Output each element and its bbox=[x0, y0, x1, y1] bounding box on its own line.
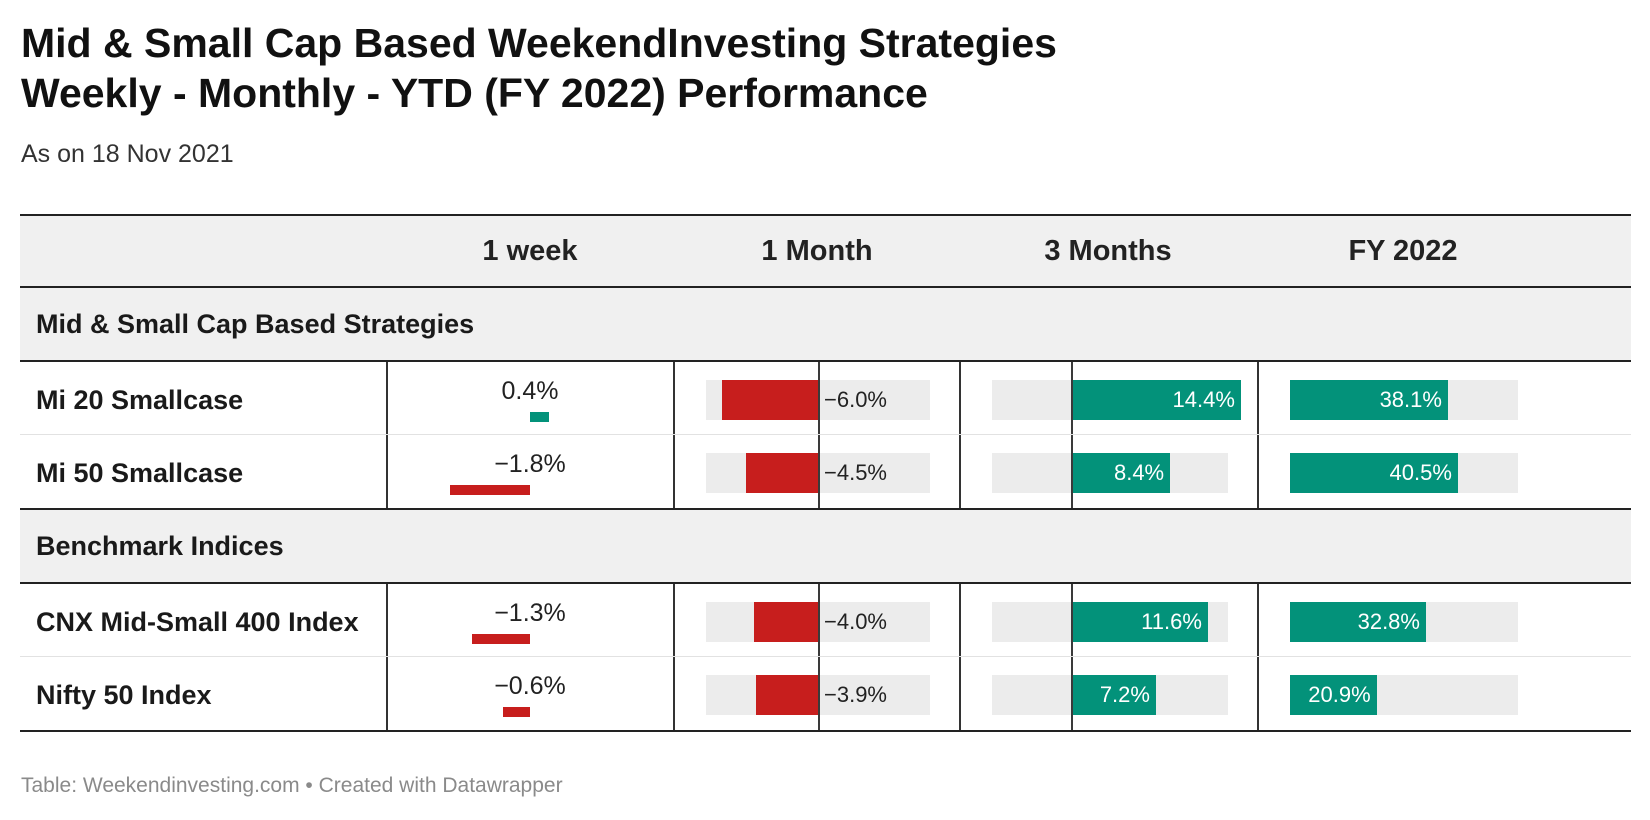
table-row: Mi 20 Smallcase 0.4% −6.0% 14.4% 38.1% bbox=[20, 362, 1631, 435]
group-label: Mid & Small Cap Based Strategies bbox=[36, 309, 475, 339]
value-label: −3.9% bbox=[824, 682, 887, 707]
bar bbox=[530, 412, 549, 422]
value-label: −1.3% bbox=[494, 599, 566, 627]
footer-credit: Table: Weekendinvesting.com • Created wi… bbox=[21, 774, 563, 797]
zero-line bbox=[818, 584, 820, 656]
bar bbox=[755, 675, 818, 715]
bar bbox=[746, 453, 818, 493]
bar bbox=[1071, 453, 1171, 493]
column-divider bbox=[673, 435, 675, 508]
value-label: 38.1% bbox=[1379, 387, 1442, 412]
column-header-fy-2022: FY 2022 bbox=[1348, 235, 1458, 267]
value-label: 11.6% bbox=[1141, 609, 1202, 634]
column-divider bbox=[386, 584, 388, 656]
title-line-2: Weekly - Monthly - YTD (FY 2022) Perform… bbox=[21, 70, 928, 116]
row-label: Mi 50 Smallcase bbox=[36, 458, 244, 488]
column-divider bbox=[959, 435, 961, 508]
table-row: Nifty 50 Index −0.6% −3.9% 7.2% 20.9% bbox=[20, 657, 1631, 732]
value-label: 14.4% bbox=[1172, 387, 1235, 412]
zero-line bbox=[818, 435, 820, 508]
bar bbox=[1290, 602, 1426, 642]
value-label: −4.0% bbox=[824, 609, 887, 634]
bar bbox=[450, 485, 530, 495]
column-divider bbox=[1257, 435, 1259, 508]
column-divider bbox=[386, 435, 388, 508]
value-label: 20.9% bbox=[1308, 682, 1371, 707]
table-header-row: 1 week 1 Month 3 Months FY 2022 bbox=[20, 216, 1631, 288]
zero-line bbox=[1071, 584, 1073, 656]
bar bbox=[503, 707, 530, 717]
column-divider bbox=[959, 584, 961, 656]
value-label: 32.8% bbox=[1357, 609, 1420, 634]
bar bbox=[722, 380, 818, 420]
row-label: Mi 20 Smallcase bbox=[36, 385, 244, 415]
column-divider bbox=[386, 362, 388, 434]
bar bbox=[1290, 380, 1448, 420]
column-divider bbox=[673, 584, 675, 656]
bar bbox=[1071, 675, 1156, 715]
group-row: Benchmark Indices bbox=[20, 510, 1631, 584]
zero-line bbox=[1071, 362, 1073, 434]
value-label: −1.8% bbox=[494, 450, 566, 478]
zero-line bbox=[1071, 657, 1073, 730]
column-divider bbox=[959, 657, 961, 730]
value-label: 0.4% bbox=[501, 377, 559, 405]
group-label: Benchmark Indices bbox=[36, 531, 284, 561]
table-body: Mid & Small Cap Based Strategies Mi 20 Sm… bbox=[20, 288, 1631, 732]
subtitle: As on 18 Nov 2021 bbox=[21, 140, 234, 168]
column-header-1-month: 1 Month bbox=[761, 235, 873, 267]
row-label: Nifty 50 Index bbox=[36, 680, 212, 710]
bar bbox=[754, 602, 818, 642]
value-label: −0.6% bbox=[494, 672, 566, 700]
zero-line bbox=[818, 362, 820, 434]
column-divider bbox=[673, 657, 675, 730]
column-header-3-months: 3 Months bbox=[1044, 235, 1172, 267]
page-title: Mid & Small Cap Based WeekendInvesting S… bbox=[21, 18, 1057, 118]
bar bbox=[472, 634, 530, 644]
row-label: CNX Mid-Small 400 Index bbox=[36, 607, 359, 637]
column-divider bbox=[1257, 362, 1259, 434]
column-divider bbox=[673, 362, 675, 434]
value-label: 8.4% bbox=[1113, 460, 1165, 485]
performance-table: 1 week 1 Month 3 Months FY 2022 Mid & Small… bbox=[20, 214, 1631, 732]
value-label: −4.5% bbox=[824, 460, 887, 485]
bar bbox=[1071, 602, 1208, 642]
bar bbox=[1290, 675, 1377, 715]
title-line-1: Mid & Small Cap Based WeekendInvesting S… bbox=[21, 20, 1057, 66]
table-row: Mi 50 Smallcase −1.8% −4.5% 8.4% 40.5% bbox=[20, 435, 1631, 510]
bar bbox=[1071, 380, 1241, 420]
column-divider bbox=[386, 657, 388, 730]
column-header-1-week: 1 week bbox=[482, 235, 578, 267]
zero-line bbox=[818, 657, 820, 730]
value-label: 40.5% bbox=[1389, 460, 1452, 485]
bar bbox=[1290, 453, 1458, 493]
group-row: Mid & Small Cap Based Strategies bbox=[20, 288, 1631, 362]
value-label: −6.0% bbox=[824, 387, 887, 412]
column-divider bbox=[1257, 584, 1259, 656]
column-divider bbox=[1257, 657, 1259, 730]
table-row: CNX Mid-Small 400 Index −1.3% −4.0% 11.6% 32… bbox=[20, 584, 1631, 657]
zero-line bbox=[1071, 435, 1073, 508]
column-divider bbox=[959, 362, 961, 434]
value-label: 7.2% bbox=[1099, 682, 1150, 707]
